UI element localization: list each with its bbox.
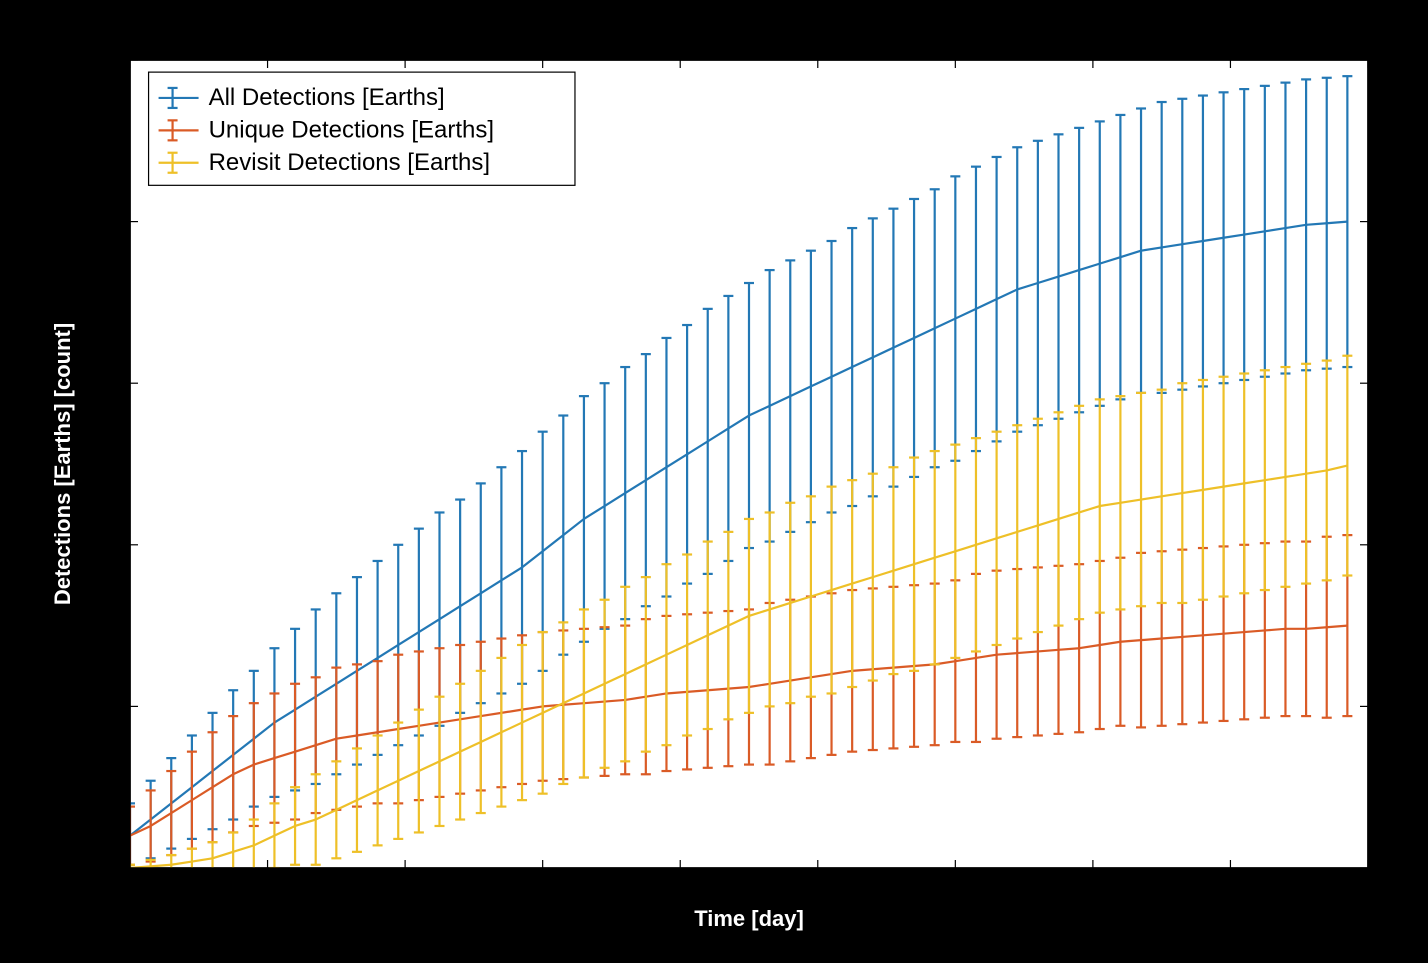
svg-text:0: 0 bbox=[124, 876, 136, 901]
svg-text:1200: 1200 bbox=[931, 876, 980, 901]
svg-text:25: 25 bbox=[94, 47, 118, 72]
svg-text:1800: 1800 bbox=[1344, 876, 1393, 901]
svg-text:10: 10 bbox=[94, 532, 118, 557]
svg-text:Time [day]: Time [day] bbox=[694, 906, 804, 931]
svg-text:Revisit Detections [Earths]: Revisit Detections [Earths] bbox=[209, 149, 490, 176]
svg-text:Unique Detections [Earths]: Unique Detections [Earths] bbox=[209, 117, 494, 144]
svg-text:1400: 1400 bbox=[1068, 876, 1117, 901]
svg-text:0: 0 bbox=[106, 855, 118, 880]
svg-text:200: 200 bbox=[249, 876, 286, 901]
svg-text:1000: 1000 bbox=[793, 876, 842, 901]
svg-text:20: 20 bbox=[94, 209, 118, 234]
svg-text:400: 400 bbox=[387, 876, 424, 901]
svg-text:5: 5 bbox=[106, 693, 118, 718]
svg-text:15: 15 bbox=[94, 370, 118, 395]
svg-text:1600: 1600 bbox=[1206, 876, 1255, 901]
svg-text:Detections [Earths] [count]: Detections [Earths] [count] bbox=[50, 323, 75, 605]
svg-text:800: 800 bbox=[662, 876, 699, 901]
svg-text:600: 600 bbox=[524, 876, 561, 901]
detections-chart: 020040060080010001200140016001800Time [d… bbox=[30, 30, 1398, 933]
svg-text:All Detections [Earths]: All Detections [Earths] bbox=[209, 84, 445, 111]
